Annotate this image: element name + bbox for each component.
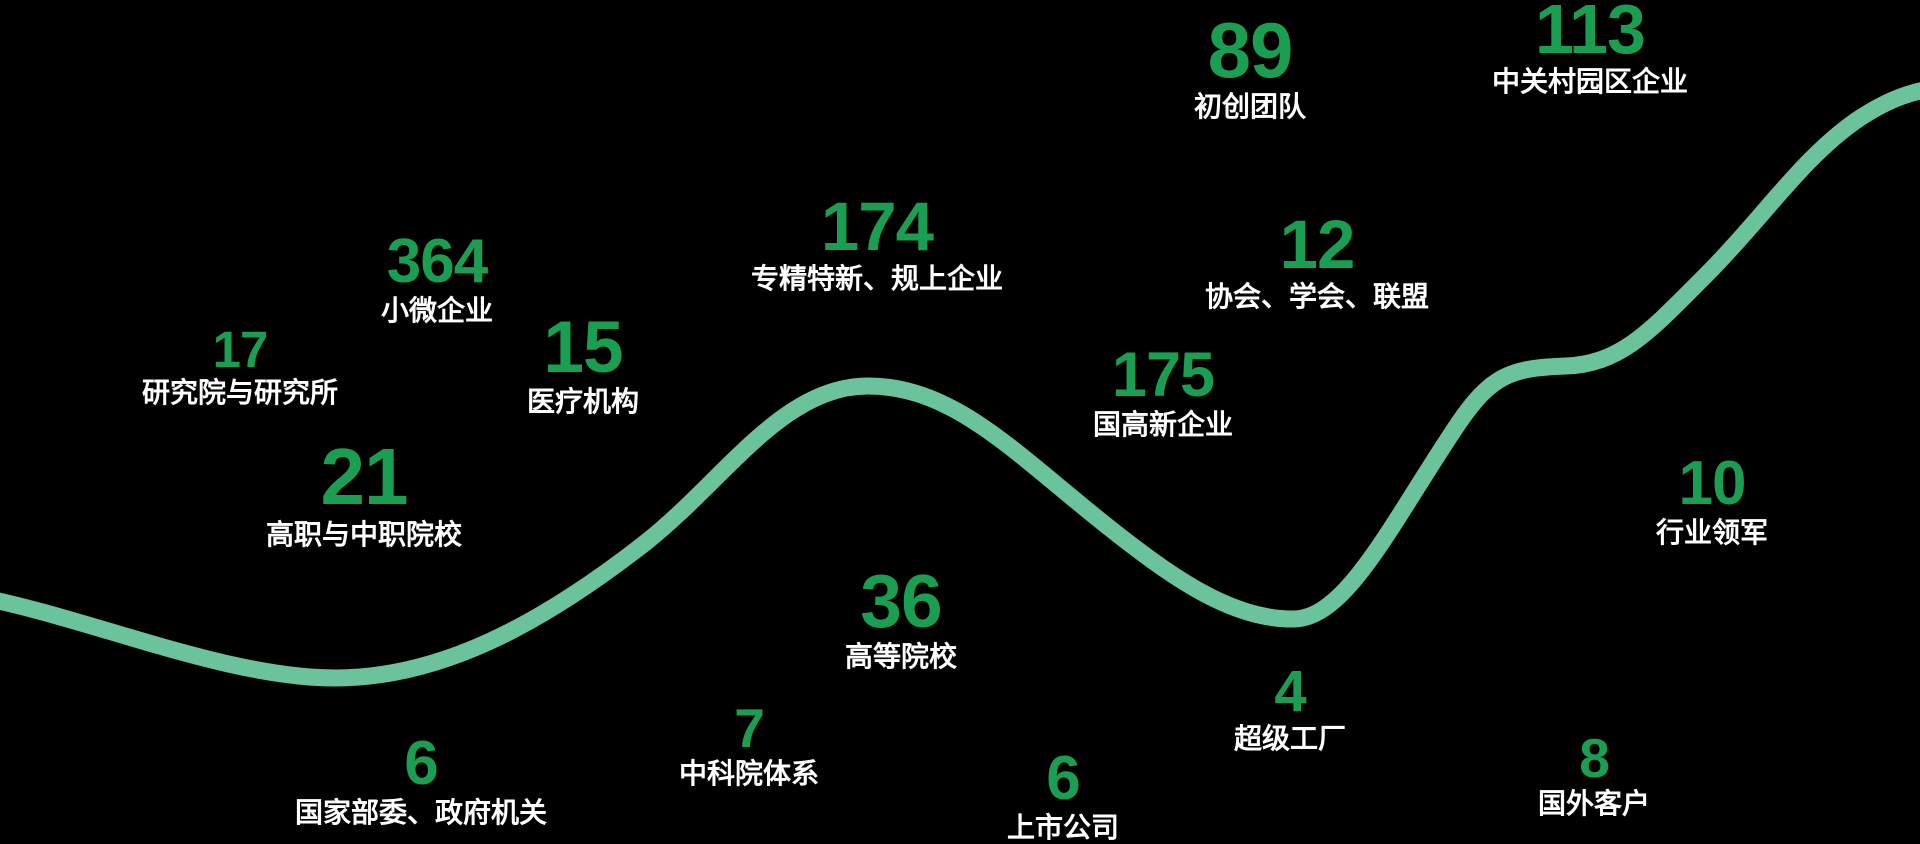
stat-label: 上市公司 (1006, 812, 1120, 843)
stat-higher-education: 36 高等院校 (845, 564, 957, 673)
stat-micro-small-firms: 364 小微企业 (381, 231, 493, 327)
stat-listed-companies: 6 上市公司 (1007, 748, 1119, 844)
stat-label: 初创团队 (1193, 91, 1307, 122)
stat-value: 89 (1207, 6, 1294, 94)
stat-label: 专精特新、规上企业 (750, 263, 1004, 294)
stat-value: 364 (386, 227, 488, 296)
stat-label: 国家部委、政府机关 (294, 797, 548, 828)
stat-label: 超级工厂 (1233, 723, 1347, 754)
stat-value: 36 (860, 559, 942, 643)
stat-value: 175 (1111, 340, 1215, 410)
stat-value: 8 (1579, 727, 1610, 789)
stat-overseas-clients: 8 国外客户 (1538, 731, 1650, 820)
stat-value: 21 (320, 432, 409, 521)
stat-label: 中关村园区企业 (1491, 66, 1689, 97)
stat-vocational-colleges: 21 高职与中职院校 (266, 437, 462, 551)
stat-zhongguancun-firms: 113 中关村园区企业 (1492, 0, 1688, 98)
stat-srdi-firms: 174 专精特新、规上企业 (751, 192, 1003, 295)
stat-gov-agencies: 6 国家部委、政府机关 (295, 733, 547, 829)
stat-label: 协会、学会、联盟 (1204, 281, 1430, 312)
stat-value: 174 (820, 188, 934, 265)
stat-value: 4 (1274, 659, 1306, 724)
stat-industry-leaders: 10 行业领军 (1656, 453, 1768, 549)
stat-medical-institutions: 15 医疗机构 (527, 311, 639, 418)
stat-value: 6 (404, 729, 438, 798)
growth-curve (0, 82, 1920, 687)
stat-value: 12 (1279, 206, 1356, 283)
stat-label: 国高新企业 (1092, 409, 1234, 440)
stat-national-hightech: 175 国高新企业 (1093, 344, 1233, 441)
stat-value: 6 (1046, 744, 1080, 813)
stat-value: 15 (543, 307, 623, 388)
stat-label: 高职与中职院校 (265, 519, 463, 550)
stat-label: 行业领军 (1655, 517, 1769, 548)
stat-value: 7 (734, 697, 765, 759)
stat-label: 国外客户 (1537, 788, 1651, 819)
stat-startup-teams: 89 初创团队 (1194, 11, 1306, 123)
stat-research-institutes: 17 研究院与研究所 (142, 324, 338, 409)
stat-label: 医疗机构 (526, 386, 640, 417)
stat-label: 小微企业 (380, 295, 494, 326)
stat-associations: 12 协会、学会、联盟 (1205, 210, 1429, 313)
stat-cas-system: 7 中科院体系 (679, 701, 819, 790)
stat-super-factories: 4 超级工厂 (1234, 663, 1346, 755)
stat-label: 中科院体系 (678, 758, 820, 789)
stat-label: 研究院与研究所 (141, 377, 339, 408)
stat-value: 17 (212, 321, 269, 378)
stat-value: 113 (1535, 0, 1646, 68)
stat-label: 高等院校 (844, 641, 958, 672)
stat-value: 10 (1678, 449, 1747, 518)
